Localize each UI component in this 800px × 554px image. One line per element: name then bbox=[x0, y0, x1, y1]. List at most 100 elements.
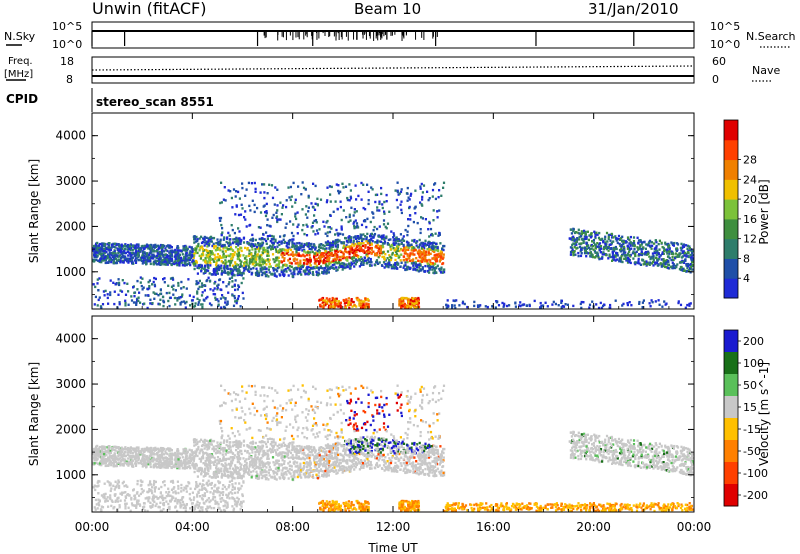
power-cell bbox=[215, 269, 218, 272]
power-cell bbox=[162, 300, 166, 304]
power-cell bbox=[342, 209, 345, 212]
power-cell bbox=[620, 258, 623, 261]
power-cell bbox=[152, 263, 155, 266]
power-cell bbox=[675, 249, 678, 252]
power-cell bbox=[615, 237, 618, 240]
power-cell bbox=[98, 244, 101, 247]
power-cell bbox=[276, 220, 279, 224]
power-cell bbox=[419, 228, 422, 231]
power-cell bbox=[355, 260, 358, 264]
power-cell bbox=[329, 214, 332, 217]
power-cell bbox=[335, 252, 338, 256]
power-cell bbox=[293, 242, 296, 245]
power-cell bbox=[419, 185, 422, 188]
velocity-cell bbox=[344, 440, 347, 443]
power-cell bbox=[414, 206, 417, 209]
power-cell bbox=[306, 251, 309, 254]
power-cell bbox=[320, 253, 323, 256]
power-cell bbox=[580, 230, 583, 233]
power-cell bbox=[621, 240, 624, 243]
power-cell bbox=[330, 253, 333, 256]
power-cell bbox=[224, 298, 227, 301]
power-cell bbox=[303, 232, 306, 236]
power-cell bbox=[657, 258, 660, 261]
power-cell bbox=[251, 199, 254, 202]
power-cell bbox=[256, 247, 259, 250]
power-cell bbox=[384, 262, 387, 266]
power-cell bbox=[331, 264, 334, 267]
power-cell bbox=[656, 259, 659, 262]
power-cell bbox=[274, 238, 277, 241]
power-cell bbox=[435, 271, 438, 274]
power-cell bbox=[124, 243, 127, 246]
power-cell bbox=[656, 251, 659, 254]
power-cell bbox=[388, 263, 391, 267]
power-cell bbox=[473, 300, 476, 304]
power-cell bbox=[376, 241, 379, 244]
power-cell bbox=[392, 236, 395, 239]
velocity-cell bbox=[234, 466, 237, 469]
power-cell bbox=[266, 224, 269, 227]
power-cell bbox=[627, 237, 630, 241]
power-cell bbox=[337, 300, 340, 303]
power-cell bbox=[322, 300, 325, 303]
power-cell bbox=[282, 274, 286, 278]
power-cell bbox=[342, 254, 345, 257]
power-cell bbox=[153, 297, 156, 300]
power-cell bbox=[413, 238, 416, 242]
power-cell bbox=[111, 258, 114, 262]
power-cell bbox=[382, 223, 386, 226]
power-cell bbox=[667, 260, 670, 263]
power-cell bbox=[335, 255, 339, 258]
power-cell bbox=[234, 265, 237, 268]
power-cell bbox=[158, 303, 161, 306]
power-cell bbox=[251, 233, 254, 237]
power-cell bbox=[341, 255, 344, 258]
velocity-cell bbox=[189, 453, 192, 456]
power-cell bbox=[98, 246, 101, 249]
power-cell bbox=[428, 197, 431, 200]
power-cell bbox=[268, 224, 271, 228]
power-cell bbox=[301, 228, 304, 232]
power-cell bbox=[636, 236, 639, 239]
power-cell bbox=[212, 242, 215, 245]
power-cell bbox=[191, 299, 194, 302]
power-cell bbox=[98, 259, 102, 262]
power-cell bbox=[325, 263, 328, 266]
power-cell bbox=[353, 256, 356, 259]
power-cell bbox=[415, 302, 419, 305]
power-cell bbox=[355, 237, 358, 240]
power-cell bbox=[265, 231, 268, 234]
power-cell bbox=[254, 190, 257, 193]
power-cell bbox=[96, 282, 99, 285]
power-cell bbox=[649, 261, 652, 264]
power-cell bbox=[335, 249, 338, 253]
power-cell bbox=[232, 249, 235, 252]
power-cell bbox=[333, 263, 336, 266]
power-cell bbox=[166, 244, 170, 247]
power-cell bbox=[687, 269, 690, 273]
power-cell bbox=[242, 237, 245, 240]
power-cell bbox=[348, 215, 351, 219]
power-cell bbox=[173, 262, 176, 266]
velocity-cell bbox=[223, 466, 226, 469]
power-cell bbox=[169, 252, 172, 255]
power-cell bbox=[230, 257, 233, 261]
velocity-cell bbox=[211, 447, 214, 451]
power-cell bbox=[435, 266, 438, 269]
power-cell bbox=[239, 213, 243, 216]
power-cell bbox=[234, 279, 237, 282]
power-cell bbox=[237, 284, 240, 287]
power-cell bbox=[214, 273, 217, 276]
power-cell bbox=[434, 232, 437, 235]
power-cell bbox=[608, 243, 611, 246]
power-cell bbox=[218, 267, 221, 270]
power-cell bbox=[617, 234, 621, 238]
power-cell bbox=[349, 195, 352, 198]
power-cell bbox=[623, 254, 626, 257]
power-cell bbox=[623, 248, 626, 252]
power-cell bbox=[590, 232, 593, 235]
velocity-cell bbox=[213, 449, 216, 453]
power-cell bbox=[665, 259, 668, 262]
power-cell bbox=[165, 258, 168, 261]
